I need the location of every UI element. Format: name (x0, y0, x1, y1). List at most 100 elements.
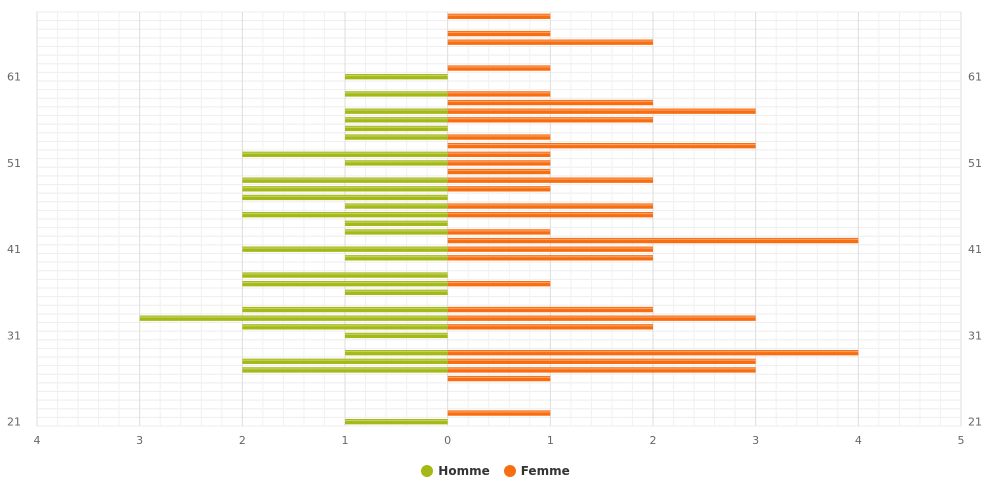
legend: Homme Femme (0, 464, 991, 478)
x-tick-label: 0 (444, 434, 451, 447)
bar-femme-52[interactable] (447, 151, 551, 157)
bar-femme-45[interactable] (447, 212, 653, 218)
bar-femme-56[interactable] (447, 117, 653, 123)
bar-highlight-femme-42 (447, 238, 859, 241)
bar-highlight-femme-45 (447, 212, 653, 215)
bar-homme-44[interactable] (345, 220, 448, 226)
bar-femme-22[interactable] (447, 410, 551, 416)
bar-femme-26[interactable] (447, 375, 551, 382)
y-tick-label-left: 21 (7, 416, 21, 429)
bar-femme-50[interactable] (447, 168, 551, 175)
bar-homme-37[interactable] (242, 281, 448, 287)
bar-femme-57[interactable] (447, 108, 756, 114)
bars (139, 13, 859, 425)
bar-highlight-femme-41 (447, 247, 653, 249)
legend-label-femme: Femme (520, 464, 570, 478)
bar-highlight-femme-56 (447, 118, 653, 120)
bar-femme-42[interactable] (447, 237, 859, 244)
bar-homme-43[interactable] (345, 229, 448, 235)
bar-homme-51[interactable] (345, 160, 448, 166)
bar-homme-49[interactable] (242, 177, 448, 183)
bar-homme-27[interactable] (242, 367, 448, 373)
bar-homme-48[interactable] (242, 186, 448, 192)
bar-homme-59[interactable] (345, 91, 448, 97)
bar-highlight-homme-41 (242, 247, 448, 249)
bar-homme-36[interactable] (345, 289, 448, 295)
bar-highlight-femme-68 (447, 14, 551, 16)
bar-highlight-femme-40 (447, 256, 653, 258)
bar-femme-29[interactable] (447, 350, 859, 356)
bar-homme-38[interactable] (242, 272, 448, 278)
bar-highlight-homme-55 (345, 126, 448, 128)
bar-femme-37[interactable] (447, 281, 551, 287)
bar-homme-47[interactable] (242, 194, 448, 201)
y-tick-label-left: 61 (7, 71, 21, 84)
bar-homme-52[interactable] (242, 151, 448, 157)
legend-marker-femme (503, 465, 516, 477)
bar-homme-33[interactable] (139, 315, 448, 321)
bar-femme-34[interactable] (447, 306, 653, 313)
bar-femme-48[interactable] (447, 186, 551, 192)
bar-highlight-homme-32 (242, 325, 448, 327)
bar-homme-32[interactable] (242, 324, 448, 330)
bar-homme-57[interactable] (345, 108, 448, 114)
bar-femme-43[interactable] (447, 229, 551, 235)
bar-homme-45[interactable] (242, 212, 448, 218)
bar-femme-66[interactable] (447, 30, 551, 37)
bar-highlight-femme-51 (447, 161, 551, 163)
bar-femme-58[interactable] (447, 99, 653, 106)
y-tick-label-left: 51 (7, 157, 21, 170)
bar-homme-21[interactable] (345, 419, 448, 425)
bar-highlight-homme-31 (345, 333, 448, 335)
y-tick-label-right: 51 (968, 157, 982, 170)
bar-femme-32[interactable] (447, 324, 653, 330)
bar-femme-65[interactable] (447, 39, 653, 45)
bar-homme-55[interactable] (345, 125, 448, 132)
x-tick-label: 1 (342, 434, 349, 447)
bar-highlight-homme-46 (345, 204, 448, 206)
bar-femme-28[interactable] (447, 358, 756, 364)
bar-femme-62[interactable] (447, 65, 551, 71)
bar-femme-41[interactable] (447, 246, 653, 252)
bar-femme-54[interactable] (447, 134, 551, 140)
bar-homme-31[interactable] (345, 332, 448, 339)
bar-homme-28[interactable] (242, 358, 448, 364)
bar-homme-56[interactable] (345, 117, 448, 123)
bar-highlight-homme-43 (345, 230, 448, 232)
bar-femme-49[interactable] (447, 177, 653, 183)
bar-femme-33[interactable] (447, 315, 756, 321)
x-tick-label: 2 (650, 434, 657, 447)
x-tick-label: 3 (136, 434, 143, 447)
bar-femme-27[interactable] (447, 367, 756, 373)
bar-highlight-homme-61 (345, 74, 448, 77)
x-tick-label: 4 (855, 434, 862, 447)
bar-highlight-femme-58 (447, 100, 653, 103)
legend-item-femme[interactable]: Femme (503, 464, 570, 478)
bar-highlight-femme-59 (447, 92, 551, 94)
bar-homme-34[interactable] (242, 306, 448, 313)
bar-femme-46[interactable] (447, 203, 653, 209)
legend-item-homme[interactable]: Homme (421, 464, 490, 478)
x-tick-label: 5 (958, 434, 965, 447)
bar-homme-41[interactable] (242, 246, 448, 252)
x-tick-label: 4 (34, 434, 41, 447)
x-tick-label: 2 (239, 434, 246, 447)
grid (36, 11, 962, 427)
bar-highlight-femme-65 (447, 40, 653, 42)
bar-homme-61[interactable] (345, 74, 448, 80)
bar-homme-40[interactable] (345, 255, 448, 261)
bar-femme-68[interactable] (447, 13, 551, 19)
bar-femme-40[interactable] (447, 255, 653, 261)
bar-homme-46[interactable] (345, 203, 448, 209)
bar-homme-54[interactable] (345, 134, 448, 140)
bar-highlight-femme-62 (447, 66, 551, 68)
legend-marker-homme (421, 465, 434, 477)
bar-femme-51[interactable] (447, 160, 551, 166)
bar-homme-29[interactable] (345, 350, 448, 356)
bar-femme-53[interactable] (447, 143, 756, 149)
y-tick-label-left: 31 (7, 329, 21, 342)
bar-highlight-femme-29 (447, 350, 859, 353)
bar-femme-59[interactable] (447, 91, 551, 97)
bar-highlight-femme-26 (447, 376, 551, 379)
